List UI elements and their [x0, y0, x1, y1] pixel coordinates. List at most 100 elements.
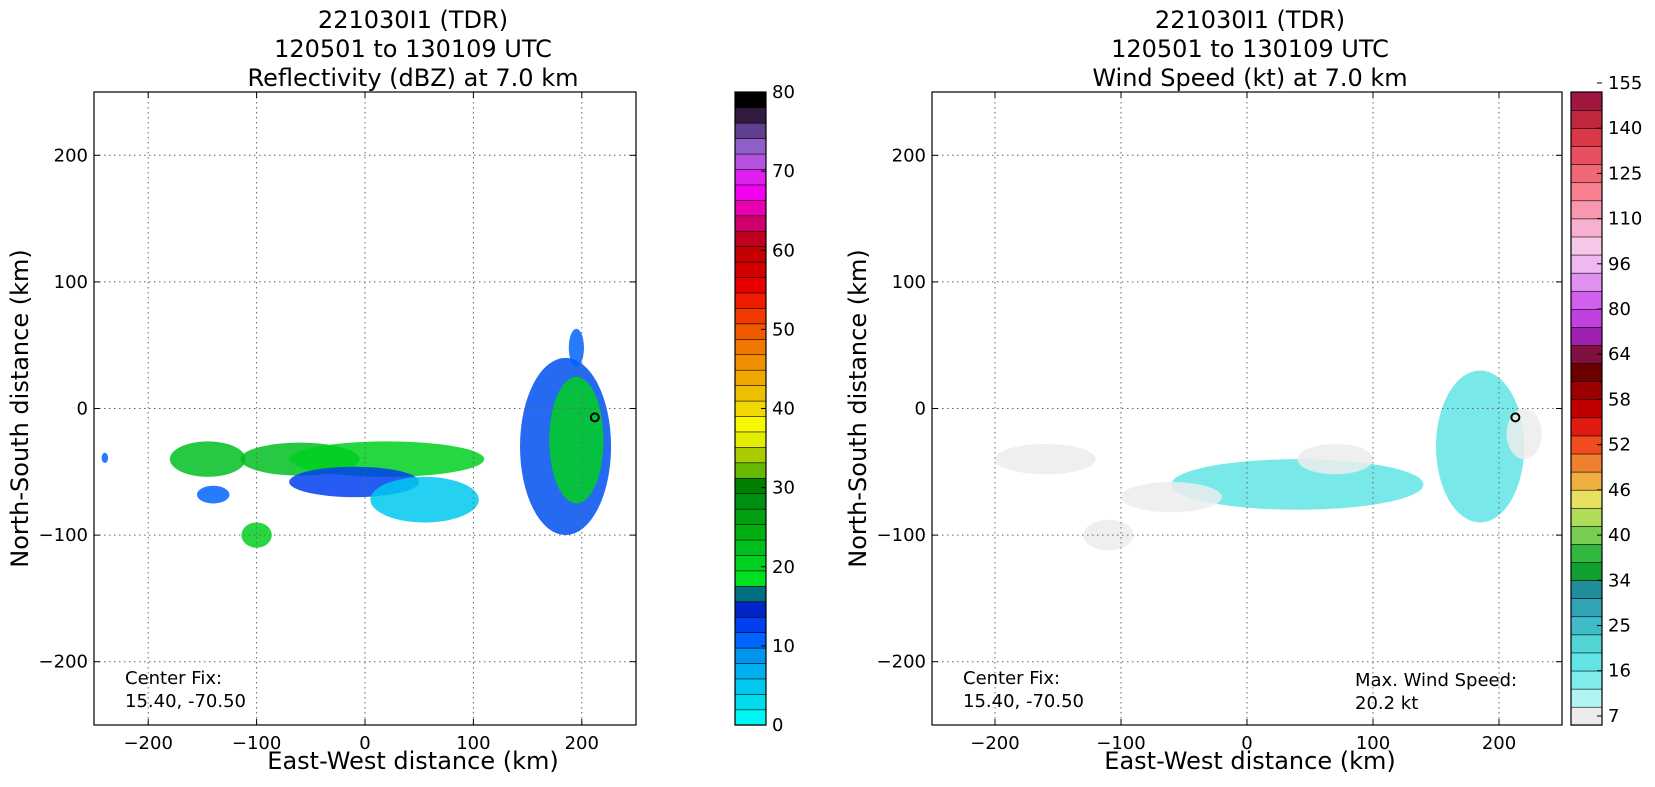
colorbar-swatch	[734, 91, 767, 109]
colorbar-swatch	[1570, 652, 1603, 672]
colorbar-swatch	[734, 138, 767, 155]
center-marker	[1510, 412, 1521, 423]
colorbar-tick-label: 16	[1608, 661, 1631, 682]
colorbar-tick-label: 52	[1608, 435, 1631, 456]
colorbar-swatch	[734, 523, 767, 541]
colorbar-swatch	[1570, 543, 1603, 563]
colorbar-swatch	[734, 292, 767, 309]
echo-region	[370, 476, 479, 523]
colorbar-tick-label: 50	[772, 319, 795, 340]
echo-region	[568, 328, 584, 367]
colorbar-swatch	[734, 570, 767, 587]
max-wind-annotation: 20.2 kt	[1355, 693, 1418, 714]
y-tick-label: 200	[54, 145, 88, 166]
colorbar-swatch	[734, 246, 767, 263]
max-wind-annotation: Max. Wind Speed:	[1355, 670, 1517, 691]
colorbar-swatch	[734, 508, 767, 525]
colorbar-tick-label: 80	[772, 82, 795, 103]
center-fix-annotation: 15.40, -70.50	[963, 691, 1084, 712]
title-line: Wind Speed (kt) at 7.0 km	[1092, 64, 1407, 92]
x-tick-label: 200	[565, 733, 599, 754]
y-axis-label: North-South distance (km)	[844, 249, 872, 568]
colorbar-tick-label: 25	[1608, 616, 1631, 637]
colorbar-tick-label: 155	[1608, 73, 1642, 94]
colorbar-tick-label: 110	[1608, 209, 1642, 230]
colorbar-swatch	[734, 446, 767, 464]
colorbar-tick-label: 70	[772, 161, 795, 182]
x-tick-label: −200	[970, 733, 1019, 754]
colorbar-swatch	[1570, 91, 1603, 111]
colorbar-tick-label: 30	[772, 478, 795, 499]
colorbar-swatch	[734, 539, 767, 556]
colorbar-tick-label: 80	[1608, 299, 1631, 320]
colorbar-swatch	[1570, 489, 1603, 509]
colorbar-tick-label: 64	[1608, 344, 1631, 365]
echo-region	[1297, 443, 1373, 475]
title-line: 221030I1 (TDR)	[318, 6, 508, 34]
colorbar-swatch	[1570, 109, 1603, 129]
colorbar-swatch	[1570, 507, 1603, 527]
colorbar-swatch	[734, 354, 767, 371]
colorbar-swatch	[1570, 453, 1603, 473]
colorbar-swatch	[1570, 145, 1603, 165]
colorbar-swatch	[734, 307, 767, 325]
colorbar-swatch	[1570, 381, 1603, 401]
colorbar-tick-label: 96	[1608, 254, 1631, 275]
title-line: Reflectivity (dBZ) at 7.0 km	[248, 64, 579, 92]
x-axis-label: East-West distance (km)	[1104, 747, 1395, 775]
x-axis-label: East-West distance (km)	[267, 747, 558, 775]
colorbar-swatch	[1570, 580, 1603, 599]
colorbar-swatch	[734, 462, 767, 479]
reflectivity-panel: 221030I1 (TDR)120501 to 130109 UTCReflec…	[6, 6, 795, 775]
colorbar-swatch	[734, 107, 767, 124]
colorbar-tick-label: 125	[1608, 163, 1642, 184]
y-tick-label: 200	[892, 145, 926, 166]
colorbar-swatch	[1570, 272, 1603, 292]
colorbar-tick-label: 58	[1608, 389, 1631, 410]
colorbar-swatch	[1570, 200, 1603, 220]
colorbar-swatch	[1570, 127, 1603, 147]
colorbar-swatch	[1570, 471, 1603, 491]
colorbar-swatch	[734, 338, 767, 356]
colorbar-swatch	[1570, 688, 1603, 708]
colorbar-swatch	[734, 585, 767, 603]
colorbar-swatch	[1570, 399, 1603, 419]
colorbar-tick-label: 0	[772, 715, 783, 736]
colorbar-swatch	[1570, 598, 1603, 618]
y-tick-label: −100	[39, 525, 88, 546]
colorbar-swatch	[1570, 290, 1603, 310]
colorbar-swatch	[1570, 308, 1603, 328]
center-fix-annotation: Center Fix:	[963, 668, 1060, 689]
echo-region	[169, 441, 246, 477]
x-tick-label: 100	[456, 733, 490, 754]
colorbar-swatch	[1570, 326, 1603, 346]
colorbar-swatch	[1570, 561, 1603, 581]
colorbar-swatch	[734, 493, 767, 510]
colorbar-swatch	[1570, 634, 1603, 654]
colorbar-tick-label: 40	[1608, 525, 1631, 546]
y-tick-label: −100	[877, 525, 926, 546]
echo-region	[196, 485, 230, 504]
colorbar-frame	[1570, 91, 1603, 726]
y-tick-label: 100	[892, 272, 926, 293]
colorbar-swatch	[734, 276, 767, 294]
colorbar-swatch	[734, 678, 767, 695]
colorbar-tick-label: 7	[1608, 706, 1619, 727]
colorbar-swatch	[734, 215, 767, 232]
center-marker	[589, 412, 600, 423]
colorbar-tick-label: 10	[772, 636, 795, 657]
x-tick-label: 200	[1482, 733, 1516, 754]
x-tick-label: −200	[123, 733, 172, 754]
colorbar-swatch	[734, 693, 767, 711]
colorbar-tick-label: 40	[772, 399, 795, 420]
colorbar-swatch	[734, 431, 767, 448]
colorbar-swatch	[734, 601, 767, 618]
colorbar-swatch	[734, 369, 767, 386]
colorbar-swatch	[1570, 182, 1603, 202]
colorbar-swatch	[734, 554, 767, 572]
echo-region	[549, 376, 604, 504]
colorbar-swatch	[734, 647, 767, 664]
colorbar-swatch	[734, 261, 767, 278]
center-fix-annotation: Center Fix:	[125, 668, 222, 689]
